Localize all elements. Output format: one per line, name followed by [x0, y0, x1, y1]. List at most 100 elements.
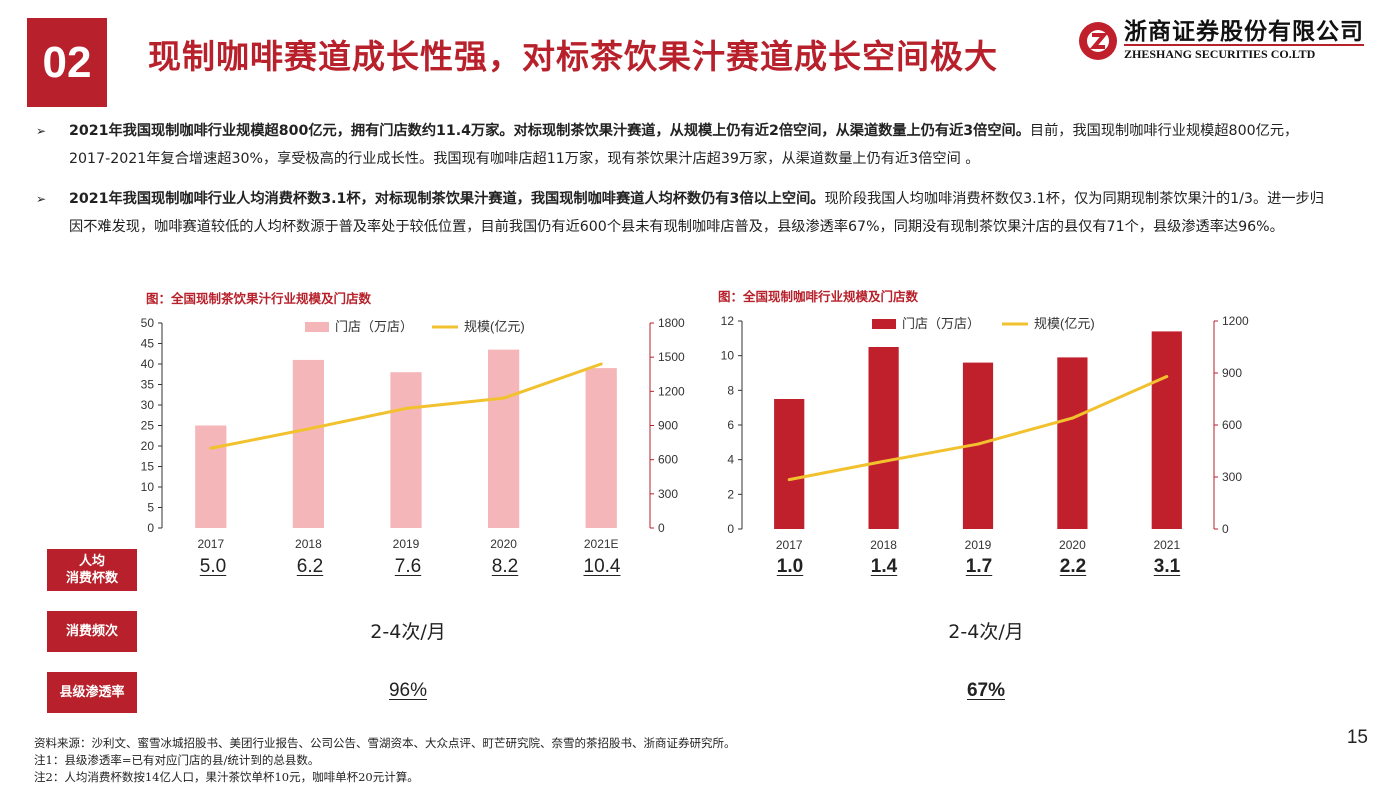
penetration-label: 县级渗透率	[47, 672, 137, 713]
x-tick-label: 2019	[393, 537, 420, 551]
left-tick-label: 40	[141, 357, 155, 371]
note-2: 注2：人均消费杯数按14亿人口，果汁茶饮单杯10元，咖啡单杯20元计算。	[34, 770, 419, 784]
tea-cups-value: 6.2	[296, 556, 324, 577]
tea-penetration: 96%	[388, 680, 428, 701]
x-tick-label: 2017	[197, 537, 224, 551]
right-tick-label: 1200	[658, 384, 685, 398]
x-tick-label: 2018	[295, 537, 322, 551]
left-tick-label: 4	[727, 453, 734, 467]
legend-bar-label: 门店（万店）	[335, 319, 413, 334]
legend-line-label: 规模(亿元)	[464, 319, 525, 334]
legend-bar-swatch	[305, 322, 329, 332]
left-tick-label: 2	[727, 487, 734, 501]
bullet-1-bold: 2021年我国现制咖啡行业规模超800亿元，拥有门店数约11.4万家。对标现制茶…	[69, 123, 1030, 139]
scale-point-2019	[976, 442, 980, 446]
bullet-arrow-icon: ➢	[36, 124, 47, 138]
coffee-cups-value: 2.2	[1059, 556, 1087, 577]
left-tick-label: 15	[141, 460, 155, 474]
left-tick-label: 0	[727, 522, 734, 536]
tea-cups-value: 8.2	[491, 556, 519, 577]
x-tick-label: 2020	[490, 537, 517, 551]
left-tick-label: 6	[727, 418, 734, 432]
x-tick-label: 2019	[965, 538, 992, 552]
chart-tea-juice: 0 5 10 15 20 25 30 35 40 45 50 0 300 600 900 1200 1500 18…	[141, 316, 685, 551]
chart-1-title: 图：全国现制茶饮果汁行业规模及门店数	[146, 291, 372, 306]
frequency-label: 消费频次	[47, 611, 137, 652]
tea-cups-value: 7.6	[394, 556, 422, 577]
bar-2020	[487, 349, 520, 528]
bullet-arrow-icon: ➢	[36, 192, 47, 206]
scale-point-2017	[209, 446, 213, 450]
right-tick-label: 0	[658, 521, 665, 535]
page-number: 15	[1346, 727, 1368, 748]
left-tick-label: 25	[141, 419, 155, 433]
bullet-2: ➢ 2021年我国现制咖啡行业人均消费杯数3.1杯，对标现制茶饮果汁赛道，我国现…	[36, 185, 1337, 241]
company-logo: 浙商证券股份有限公司 ZHESHANG SECURITIES CO.LTD	[1078, 20, 1364, 62]
bullet-2-bold: 2021年我国现制咖啡行业人均消费杯数3.1杯，对标现制茶饮果汁赛道，我国现制咖…	[69, 191, 825, 207]
x-tick-label: 2018	[870, 538, 897, 552]
left-tick-label: 30	[141, 398, 155, 412]
scale-point-2019	[404, 406, 408, 410]
per-capita-cups-label: 人均 消费杯数	[47, 549, 137, 591]
coffee-cups-value: 1.0	[776, 556, 804, 577]
left-tick-label: 12	[721, 314, 735, 328]
logo-cn-text: 浙商证券股份有限公司	[1124, 19, 1364, 45]
right-tick-label: 300	[1222, 470, 1242, 484]
legend-line-label: 规模(亿元)	[1034, 316, 1095, 331]
right-tick-label: 1200	[1222, 314, 1249, 328]
bar-2018	[868, 347, 899, 529]
legend-bar-swatch	[872, 319, 896, 329]
x-tick-label: 2021E	[584, 537, 619, 551]
right-tick-label: 0	[1222, 522, 1229, 536]
scale-point-2018	[882, 459, 886, 463]
scale-point-2021E	[599, 362, 603, 366]
right-tick-label: 900	[1222, 366, 1242, 380]
source-note: 资料来源：沙利文、蜜雪冰城招股书、美团行业报告、公司公告、雪湖资本、大众点评、町…	[34, 736, 736, 750]
bar-2017	[195, 425, 227, 528]
left-tick-label: 50	[141, 316, 155, 330]
coffee-cups-value: 1.4	[870, 556, 898, 577]
bullet-2-text: 现阶段我国人均咖啡消费杯数仅3.1杯，仅为同期现制茶饮果汁的1/3。进一步归因不…	[69, 191, 1324, 235]
left-tick-label: 45	[141, 337, 155, 351]
bar-2021E	[585, 368, 617, 528]
coffee-frequency: 2-4次/月	[948, 621, 1024, 643]
coffee-penetration: 67%	[966, 680, 1006, 701]
left-tick-label: 0	[147, 521, 154, 535]
scale-point-2020	[502, 396, 506, 400]
left-tick-label: 10	[141, 480, 155, 494]
chart-coffee: 0 2 4 6 8 10 12 0 300 600 900 1200 2017 2018 2019 2020 2…	[721, 314, 1249, 552]
logo-en-text: ZHESHANG SECURITIES CO.LTD	[1124, 44, 1364, 62]
scale-point-2018	[306, 427, 310, 431]
bullet-1-text: 目前，我国现制咖啡行业规模超800亿元，2017-2021年复合增速超30%，享…	[69, 123, 1299, 167]
chart-2-title: 图：全国现制咖啡行业规模及门店数	[718, 289, 919, 304]
right-tick-label: 900	[658, 419, 678, 433]
x-tick-label: 2017	[776, 538, 803, 552]
bar-2018	[292, 359, 325, 528]
legend-bar-label: 门店（万店）	[902, 316, 980, 331]
zheshang-logo-icon	[1079, 22, 1117, 60]
left-tick-label: 5	[147, 501, 154, 515]
right-tick-label: 600	[658, 453, 678, 467]
left-tick-label: 35	[141, 378, 155, 392]
x-tick-label: 2021	[1153, 538, 1180, 552]
left-tick-label: 10	[721, 349, 735, 363]
scale-point-2017	[787, 478, 791, 482]
coffee-cups-value: 3.1	[1153, 556, 1181, 577]
coffee-cups-value: 1.7	[965, 556, 993, 577]
tea-frequency: 2-4次/月	[370, 621, 446, 643]
tea-cups-value: 10.4	[583, 556, 621, 577]
bar-2020	[1057, 357, 1088, 529]
right-tick-label: 1500	[658, 350, 685, 364]
tea-cups-value: 5.0	[199, 556, 227, 577]
bullet-1: ➢ 2021年我国现制咖啡行业规模超800亿元，拥有门店数约11.4万家。对标现…	[36, 117, 1337, 173]
section-number: 02	[27, 18, 107, 107]
page-title: 现制咖啡赛道成长性强，对标茶饮果汁赛道成长空间极大	[148, 37, 998, 76]
right-tick-label: 1800	[658, 316, 685, 330]
right-tick-label: 300	[658, 487, 678, 501]
scale-point-2021	[1165, 374, 1169, 378]
bar-2017	[774, 399, 805, 529]
left-tick-label: 20	[141, 439, 155, 453]
left-tick-label: 8	[727, 383, 734, 397]
note-1: 注1：县级渗透率=已有对应门店的县/统计到的总县数。	[34, 753, 320, 767]
right-tick-label: 600	[1222, 418, 1242, 432]
